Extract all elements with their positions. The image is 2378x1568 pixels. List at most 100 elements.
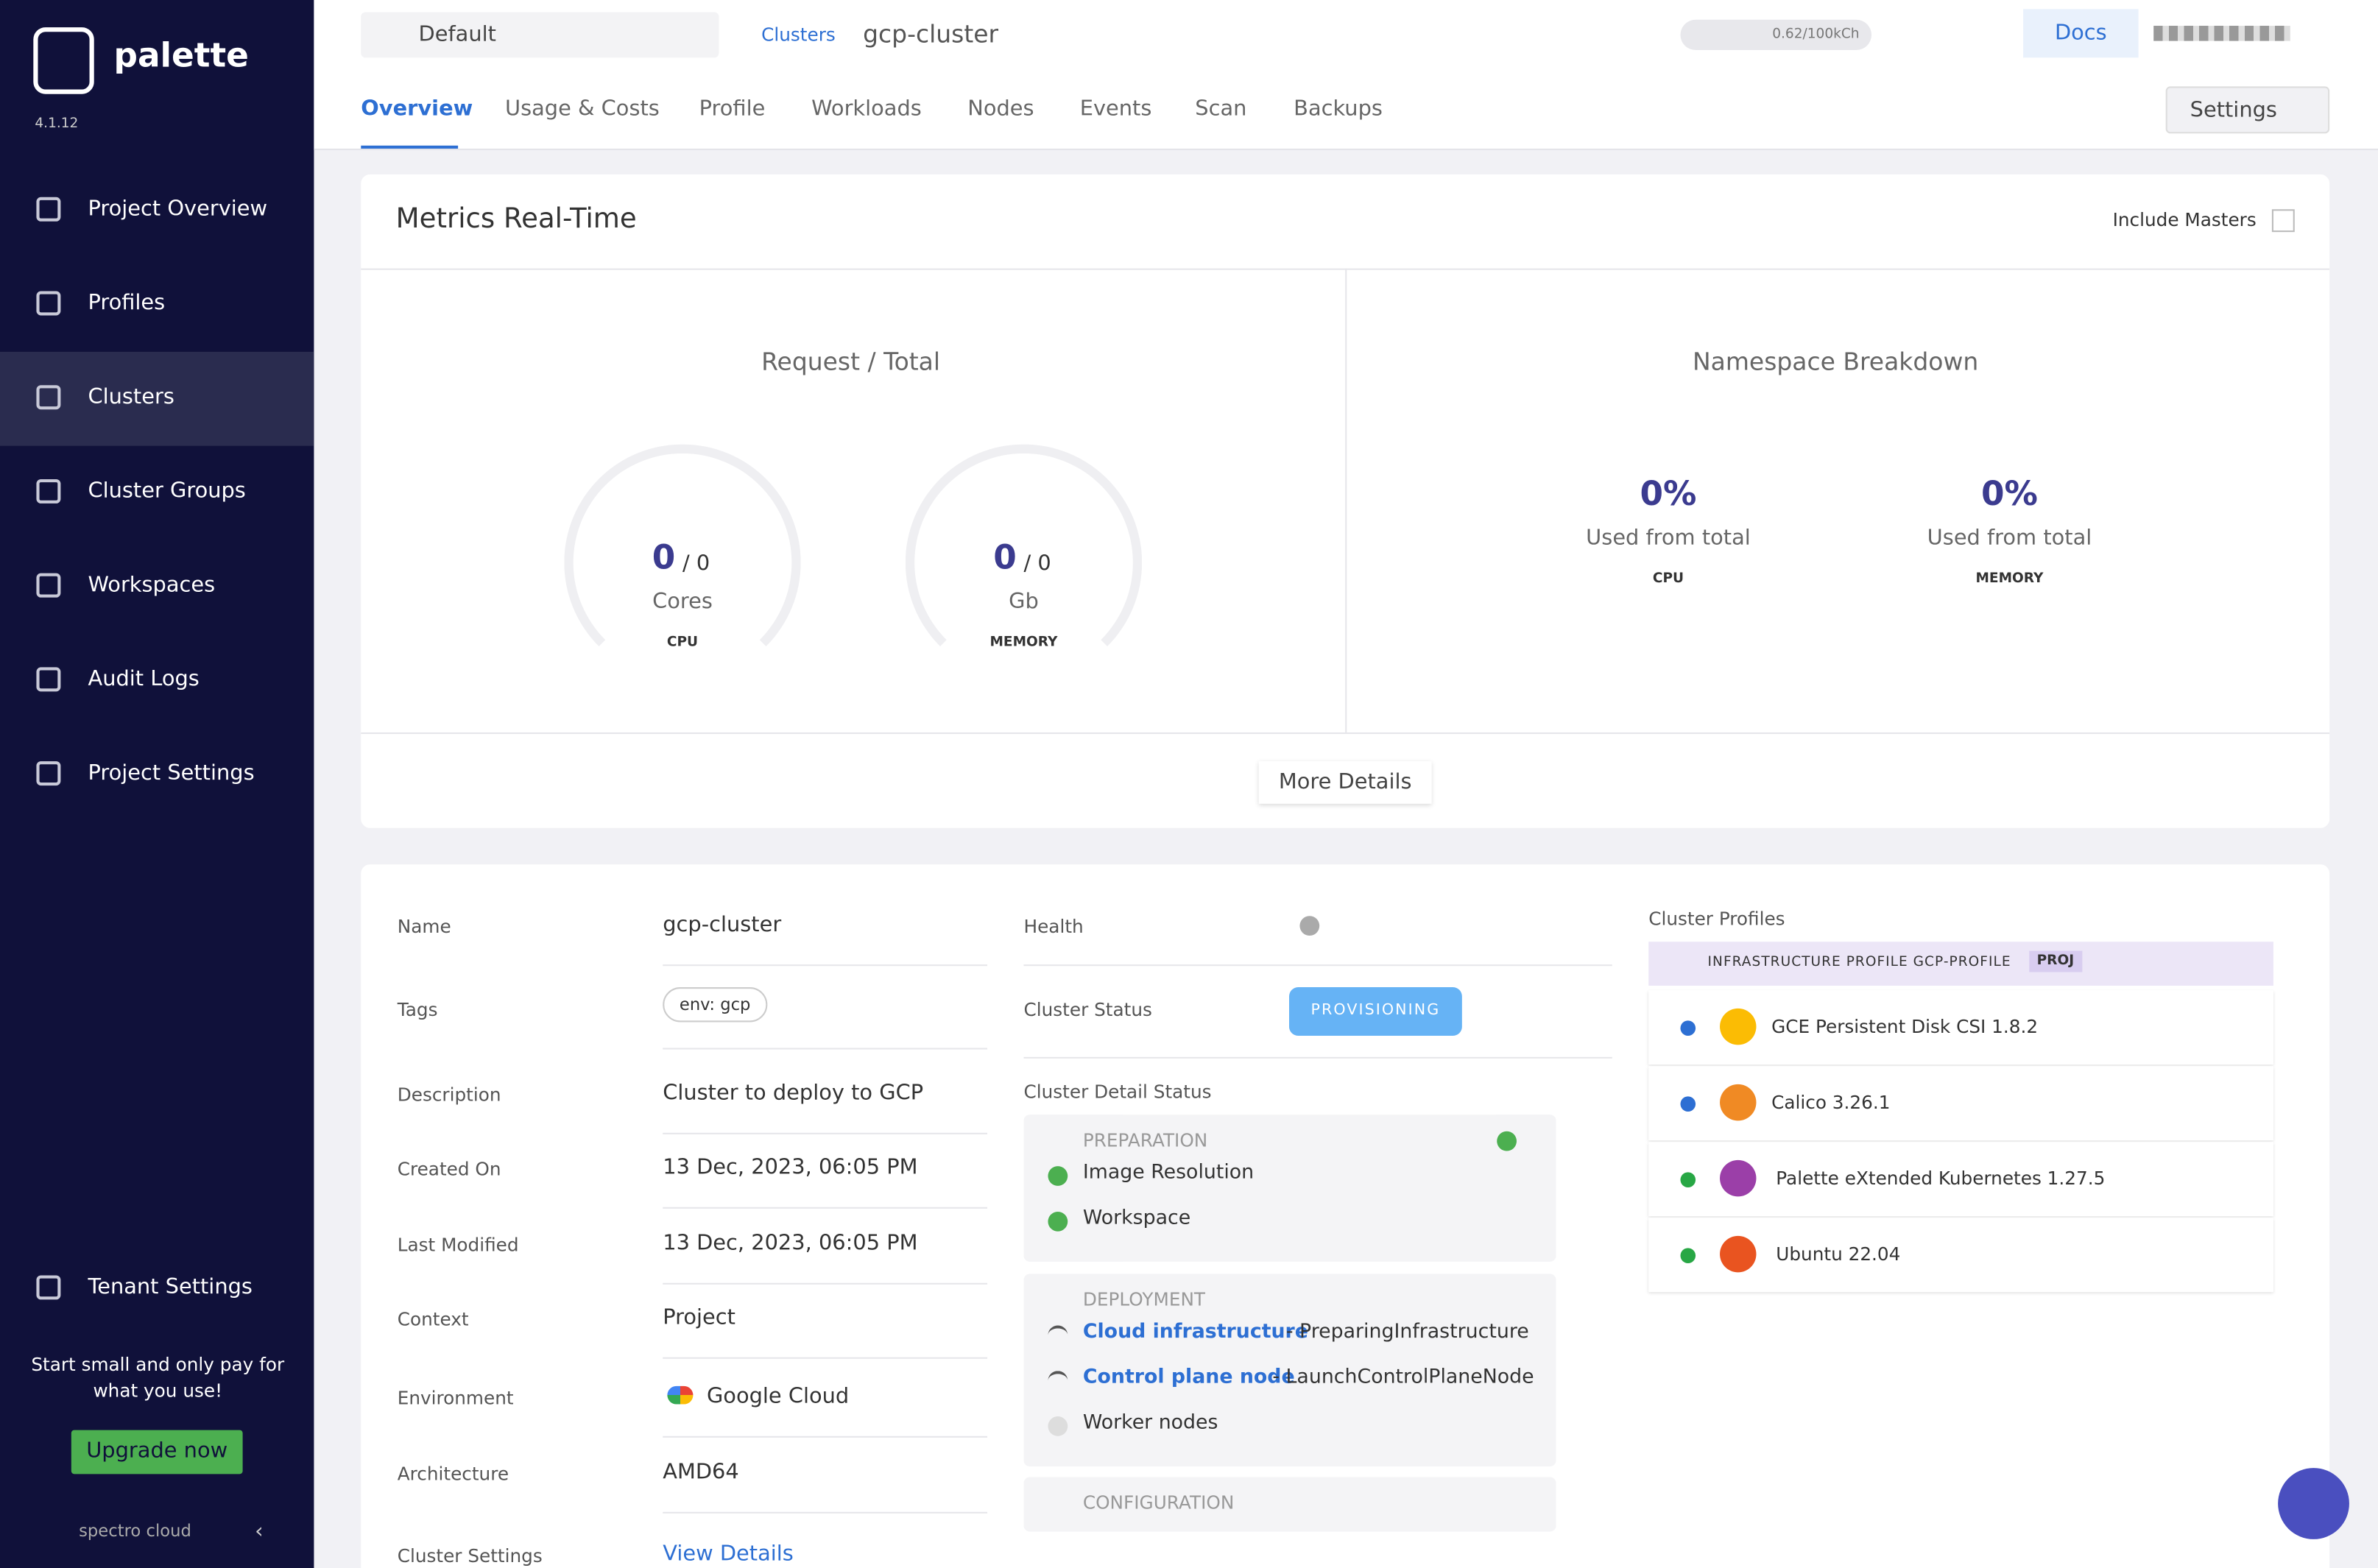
version: 4.1.12 [35, 116, 79, 133]
done-icon [1497, 1131, 1517, 1151]
tag: env: gcp [663, 987, 768, 1023]
nav-item[interactable]: Project Overview [0, 162, 314, 256]
status-icon [1048, 1325, 1068, 1345]
include-masters: Include Masters [2112, 209, 2257, 231]
status-section [1023, 1115, 1556, 1262]
status-item: Cloud infrastructure [1082, 1321, 1308, 1344]
nav-item[interactable]: Clusters [0, 350, 314, 445]
breadcrumb-current: gcp-cluster [863, 19, 999, 49]
tab[interactable]: Events [1079, 96, 1152, 121]
divider [663, 1207, 988, 1209]
status-state: - PreparingInfrastructure [1285, 1321, 1529, 1344]
upgrade-button[interactable]: Upgrade now [71, 1430, 243, 1475]
status-section [1023, 1274, 1556, 1467]
namespace-text: Used from total [1927, 526, 2092, 551]
detail-label: Architecture [397, 1463, 509, 1485]
tab[interactable]: Usage & Costs [504, 96, 660, 121]
detail-label: Last Modified [397, 1234, 519, 1256]
divider [663, 964, 988, 967]
divider [1345, 268, 1347, 732]
gauge-value: 0 [993, 540, 1017, 578]
detail-label: Environment [397, 1387, 514, 1409]
gauge-label: MEMORY [989, 635, 1058, 651]
gauge-total: / 0 [1023, 551, 1051, 576]
detail-label: Description [397, 1084, 501, 1106]
detail-value: gcp-cluster [663, 913, 782, 938]
detail-label: Created On [397, 1158, 501, 1180]
divider [663, 1511, 988, 1514]
profile-badge: PROJ [2029, 950, 2082, 972]
nav-icon [36, 667, 61, 692]
section-title: PREPARATION [1082, 1129, 1208, 1151]
status-icon [1048, 1416, 1068, 1436]
tab[interactable]: Overview [361, 96, 473, 121]
nav-icon [36, 291, 61, 316]
detail-value[interactable]: View Details [663, 1542, 794, 1567]
profile-header-text: INFRASTRUCTURE PROFILE GCP-PROFILE [1707, 955, 2011, 971]
profile-name: Ubuntu 22.04 [1776, 1243, 1901, 1265]
collapse[interactable]: ‹ [255, 1519, 264, 1544]
profile-name: GCE Persistent Disk CSI 1.8.2 [1771, 1016, 2039, 1038]
nav-label: Clusters [88, 385, 174, 410]
detail-label: Cluster Settings [397, 1545, 543, 1567]
divider [663, 1282, 988, 1285]
section-title: DEPLOYMENT [1082, 1289, 1206, 1310]
tab[interactable]: Backups [1294, 96, 1383, 121]
divider [663, 1435, 988, 1438]
divider [361, 268, 2330, 270]
nav-item[interactable]: Audit Logs [0, 632, 314, 727]
nav-item[interactable]: Cluster Groups [0, 445, 314, 539]
nav-item[interactable]: Tenant Settings [0, 1240, 314, 1335]
detail-status-title: Cluster Detail Status [1023, 1081, 1212, 1103]
namespace-title: Namespace Breakdown [1692, 347, 1979, 376]
health-label: Health [1023, 916, 1084, 938]
usage: 0.62/100kCh [1680, 19, 1872, 50]
docs-button[interactable]: Docs [2023, 9, 2139, 58]
help-button[interactable] [2278, 1468, 2349, 1539]
status-badge: PROVISIONING [1289, 987, 1462, 1036]
divider [663, 1048, 988, 1050]
tab[interactable]: Workloads [811, 96, 922, 121]
tab[interactable]: Profile [699, 96, 766, 121]
profile-icon [1720, 1159, 1757, 1197]
status-icon [1048, 1211, 1068, 1232]
status-icon [1048, 1166, 1068, 1186]
divider [663, 1357, 988, 1359]
gcp-icon [667, 1385, 694, 1405]
more-details[interactable]: More Details [1258, 761, 1432, 804]
gauge-value: 0 [652, 540, 676, 578]
detail-label: Context [397, 1308, 469, 1330]
nav-label: Profiles [88, 291, 166, 316]
namespace-value: 0% [1981, 476, 2038, 515]
active-nav-bg [0, 351, 314, 446]
nav-item[interactable]: Profiles [0, 256, 314, 350]
status-label: Cluster Status [1023, 999, 1152, 1021]
project-select[interactable] [361, 12, 719, 58]
checkbox[interactable] [2271, 209, 2295, 233]
detail-value: AMD64 [663, 1460, 739, 1485]
status-item: Control plane node [1082, 1366, 1295, 1389]
tab[interactable]: Nodes [967, 96, 1034, 121]
namespace-text: Used from total [1586, 526, 1751, 551]
divider [663, 1132, 988, 1134]
detail-value: 13 Dec, 2023, 06:05 PM [663, 1231, 918, 1256]
status-item: Worker nodes [1082, 1411, 1218, 1435]
status-state: - LaunchControlPlaneNode [1272, 1366, 1534, 1389]
tab[interactable]: Scan [1195, 96, 1247, 121]
status-item: Workspace [1082, 1207, 1191, 1230]
detail-value: 13 Dec, 2023, 06:05 PM [663, 1155, 918, 1180]
divider [1023, 964, 1612, 967]
divider [361, 732, 2330, 735]
detail-value: Google Cloud [706, 1384, 850, 1409]
profile-state [1680, 1020, 1696, 1036]
namespace-value: 0% [1640, 476, 1697, 515]
request-title: Request / Total [761, 347, 941, 376]
nav-label: Project Settings [88, 761, 255, 786]
profile-name: Calico 3.26.1 [1771, 1092, 1891, 1114]
nav-item[interactable]: Workspaces [0, 538, 314, 632]
settings-button[interactable]: Settings [2165, 86, 2330, 134]
gauge-total: / 0 [682, 551, 710, 576]
namespace-label: MEMORY [1975, 571, 2044, 587]
nav-item[interactable]: Project Settings [0, 727, 314, 821]
breadcrumb-link[interactable]: Clusters [761, 24, 836, 46]
